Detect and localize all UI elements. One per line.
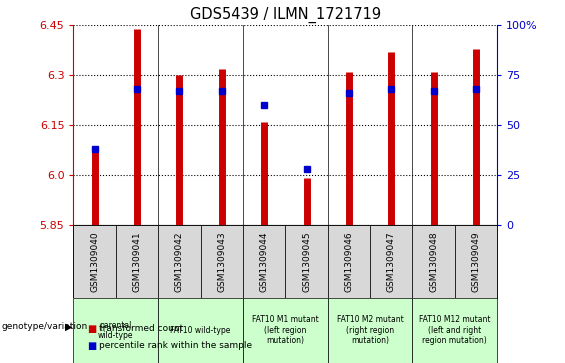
- Text: FAT10 M2 mutant
(right region
mutation): FAT10 M2 mutant (right region mutation): [337, 315, 403, 345]
- Text: GSM1309045: GSM1309045: [302, 231, 311, 292]
- Text: percentile rank within the sample: percentile rank within the sample: [99, 341, 252, 350]
- Bar: [158, 298, 243, 363]
- Bar: [370, 225, 412, 298]
- Text: ▶: ▶: [65, 322, 72, 332]
- Bar: [412, 298, 497, 363]
- Text: GSM1309047: GSM1309047: [387, 231, 396, 292]
- Bar: [412, 225, 455, 298]
- Text: GSM1309041: GSM1309041: [133, 231, 141, 292]
- Bar: [285, 225, 328, 298]
- Bar: [328, 225, 370, 298]
- Bar: [158, 225, 201, 298]
- Text: GSM1309048: GSM1309048: [429, 231, 438, 292]
- Text: ■: ■: [88, 323, 97, 334]
- Text: FAT10 wild-type: FAT10 wild-type: [171, 326, 231, 335]
- Text: GSM1309049: GSM1309049: [472, 231, 480, 292]
- Text: ■: ■: [88, 340, 97, 351]
- Bar: [328, 298, 412, 363]
- Bar: [73, 298, 158, 363]
- Text: transformed count: transformed count: [99, 324, 183, 333]
- Text: parental
wild-type: parental wild-type: [98, 321, 133, 340]
- Bar: [243, 298, 328, 363]
- Bar: [243, 225, 285, 298]
- Text: GSM1309040: GSM1309040: [90, 231, 99, 292]
- Bar: [455, 225, 497, 298]
- Bar: [201, 225, 243, 298]
- Text: GSM1309043: GSM1309043: [218, 231, 226, 292]
- Bar: [116, 225, 158, 298]
- Title: GDS5439 / ILMN_1721719: GDS5439 / ILMN_1721719: [190, 7, 381, 23]
- Bar: [73, 225, 116, 298]
- Text: FAT10 M1 mutant
(left region
mutation): FAT10 M1 mutant (left region mutation): [252, 315, 319, 345]
- Text: GSM1309044: GSM1309044: [260, 231, 268, 291]
- Text: GSM1309042: GSM1309042: [175, 231, 184, 291]
- Text: GSM1309046: GSM1309046: [345, 231, 353, 292]
- Text: FAT10 M12 mutant
(left and right
region mutation): FAT10 M12 mutant (left and right region …: [419, 315, 490, 345]
- Text: genotype/variation: genotype/variation: [1, 322, 88, 331]
